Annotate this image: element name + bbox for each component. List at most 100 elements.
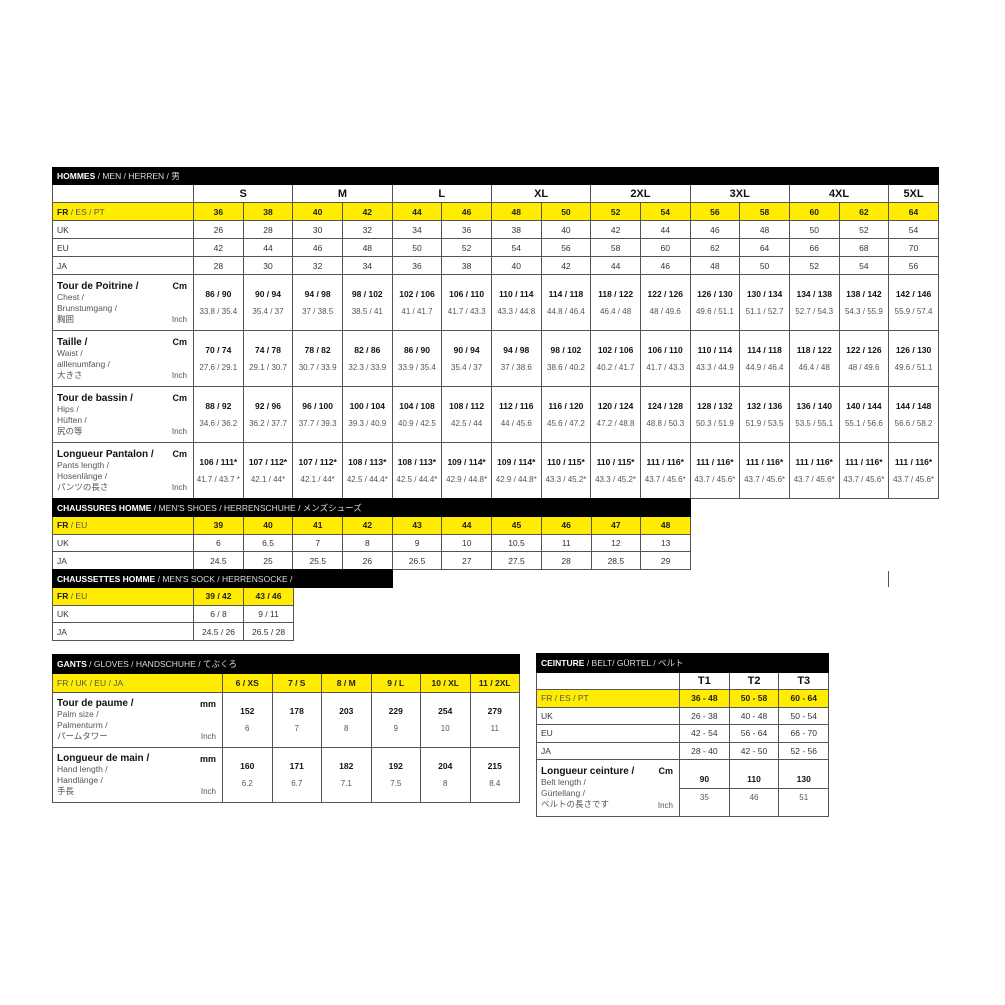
table-title: CHAUSSURES HOMME / MEN'S SHOES / HERRENS… (51, 498, 692, 517)
row-label-bold: FR (57, 591, 69, 602)
measure-cell-inch: 51.1 / 52.7 (739, 302, 790, 331)
measure-cell-inch: 10 (420, 720, 471, 748)
measure-cell: 152 (222, 692, 273, 720)
size-cell: 44 (242, 238, 294, 257)
title-rest: / GLOVES / HANDSCHUHE / てぶくろ (86, 659, 237, 669)
measure-cell: 122 / 126 (838, 330, 890, 359)
measure-cell-inch: 46 (728, 787, 780, 817)
measure-cell: 108 / 113* (391, 442, 443, 471)
men-clothing-header: HOMMES / MEN / HERREN / 男 (52, 167, 939, 185)
men-shoes-table: CHAUSSURES HOMME / MEN'S SHOES / HERRENS… (51, 498, 692, 571)
measure-cell: 142 / 146 (888, 274, 939, 303)
size-cell: 43 (391, 516, 443, 535)
size-cell: 52 - 56 (778, 741, 830, 760)
size-cell: 44 (391, 202, 443, 221)
size-cell: 42 (540, 256, 592, 275)
row-label: FR / UK / EU / JA (52, 673, 223, 693)
belt-table: CEINTURE / BELT/ GÜRTEL / ベルト T1 T2 T3 FR / … (535, 653, 830, 817)
measure-cell: 110 / 115* (540, 442, 592, 471)
gloves-header: GANTS / GLOVES / HANDSCHUHE / てぶくろ (52, 654, 520, 674)
measure-cell-inch: 47.2 / 48.8 (590, 414, 641, 443)
gloves-table: GANTS / GLOVES / HANDSCHUHE / てぶくろ FR / U… (52, 654, 520, 803)
measure-cell: 111 / 116* (689, 442, 741, 471)
measure-row-inch: 35 46 51 (537, 787, 830, 817)
size-group-row: S M L XL 2XL 3XL 4XL 5XL (52, 184, 939, 203)
men-socks-header: CHAUSSETTES HOMME / MEN'S SOCK / HERRENS… (51, 569, 295, 588)
measure-label-line: Palmenturm / (57, 720, 108, 730)
size-cell: 13 (640, 533, 692, 553)
measure-label-line: パームタワー (57, 731, 108, 741)
unit-inch: Inch (171, 371, 187, 380)
measure-row-primary: Tour de bassin / Hips / Hüften / 尻の等 Cm Inch 8… (52, 386, 939, 443)
size-cell: 6 (193, 533, 244, 553)
measure-label-line: Longueur ceinture / (541, 766, 635, 777)
size-cell: 36 (441, 220, 492, 239)
measure-cell: 90 (679, 759, 730, 789)
measure-cell: 82 / 86 (341, 330, 393, 359)
measure-cell: 110 / 115* (590, 442, 641, 471)
unit-primary: Cm (172, 337, 187, 347)
table-row: EU 42 - 54 56 - 64 66 - 70 (536, 724, 830, 743)
measure-label-line: 手長 (57, 786, 75, 796)
measure-cell-inch: 43.7 / 45.6* (639, 470, 691, 499)
measure-cell: 111 / 116* (788, 442, 840, 471)
unit-inch: Inch (657, 801, 673, 810)
measure-cell-inch: 43.3 / 44.9 (689, 358, 741, 387)
size-cell: 46 (639, 256, 691, 275)
measure-cell-inch: 49.6 / 51.1 (888, 358, 939, 387)
measure-cell: 108 / 113* (341, 442, 393, 471)
unit-primary: mm (199, 699, 216, 709)
measure-cell-inch: 37.7 / 39.3 (292, 414, 343, 443)
size-group-3xl: 3XL (689, 184, 790, 203)
size-cell: 10 (441, 533, 493, 553)
measure-cell-inch: 43.3 / 45.2* (590, 470, 641, 499)
size-cell: 27 (441, 551, 493, 571)
measure-cell-inch: 43.7 / 45.6* (739, 470, 790, 499)
table-row: FR / EU 39 40 41 42 43 44 45 46 47 48 (52, 516, 692, 535)
size-group-t3: T3 (778, 672, 830, 690)
row-label-text: / EU (68, 591, 88, 602)
row-label-text: FR / ES / PT (541, 693, 589, 704)
size-cell: 26 - 38 (679, 706, 730, 725)
measure-cell-inch: 41.7 / 43.3 (441, 302, 492, 331)
size-cell: 42 - 50 (728, 741, 780, 760)
measure-cell-inch: 6.2 (222, 775, 273, 803)
measure-cell-inch: 35.4 / 37 (242, 302, 294, 331)
size-cell: 54 (888, 220, 939, 239)
unit-inch: Inch (171, 315, 187, 324)
measure-cell-inch: 8 (420, 775, 471, 803)
size-cell: 54 (639, 202, 691, 221)
measure-label-line: Longueur Pantalon / (57, 448, 154, 460)
title-bold: CEINTURE (541, 658, 585, 668)
measure-cell-inch: 44 / 45.6 (490, 414, 542, 443)
size-cell: 27.5 (491, 551, 542, 571)
measure-cell: 88 / 92 (193, 386, 244, 415)
size-group-m: M (292, 184, 393, 203)
measure-cell-inch: 48 / 49.6 (639, 302, 691, 331)
row-label: FR / EU (52, 516, 194, 535)
size-cell: 46 (540, 516, 592, 535)
size-cell: 10.5 (491, 533, 542, 553)
measure-row-inch: 6 7 8 9 10 11 (53, 720, 520, 748)
measure-label-line: 大きさ (57, 369, 83, 380)
measure-label-lines: Tour de bassin / Hips / Hüften / 尻の等 (57, 393, 193, 437)
measure-cell-inch: 30.7 / 33.9 (292, 358, 343, 387)
measure-row-primary: Longueur Pantalon / Pants length / Hosenlä… (52, 442, 939, 499)
table-row: JA 28 - 40 42 - 50 52 - 56 (536, 741, 830, 760)
size-cell: 36 (193, 202, 244, 221)
row-label-text: UK (57, 538, 69, 549)
measure-cell: 111 / 116* (888, 442, 939, 471)
table-title: HOMMES / MEN / HERREN / 男 (52, 167, 939, 185)
table-row: JA 24.5 / 26 26.5 / 28 (52, 622, 295, 642)
measure-cell: 109 / 114* (490, 442, 542, 471)
size-cell: 40 (292, 202, 343, 221)
size-cell: 29 (640, 551, 692, 571)
men-shoes-header: CHAUSSURES HOMME / MEN'S SHOES / HERRENS… (51, 498, 692, 517)
size-cell: 42 (590, 220, 641, 239)
measure-label-line: Hand length / (57, 764, 108, 774)
row-label: FR / ES / PT (52, 202, 194, 221)
measure-cell: 106 / 110 (441, 274, 492, 303)
measure-cell: 102 / 106 (590, 330, 641, 359)
size-cell: 8 (342, 533, 393, 553)
